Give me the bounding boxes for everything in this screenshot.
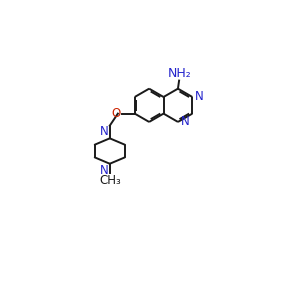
Text: N: N: [181, 116, 190, 128]
Text: CH₃: CH₃: [99, 174, 121, 188]
Text: N: N: [100, 164, 109, 177]
Text: N: N: [195, 91, 204, 103]
Text: O: O: [112, 107, 121, 120]
Text: NH₂: NH₂: [168, 67, 192, 80]
Text: N: N: [100, 125, 109, 138]
